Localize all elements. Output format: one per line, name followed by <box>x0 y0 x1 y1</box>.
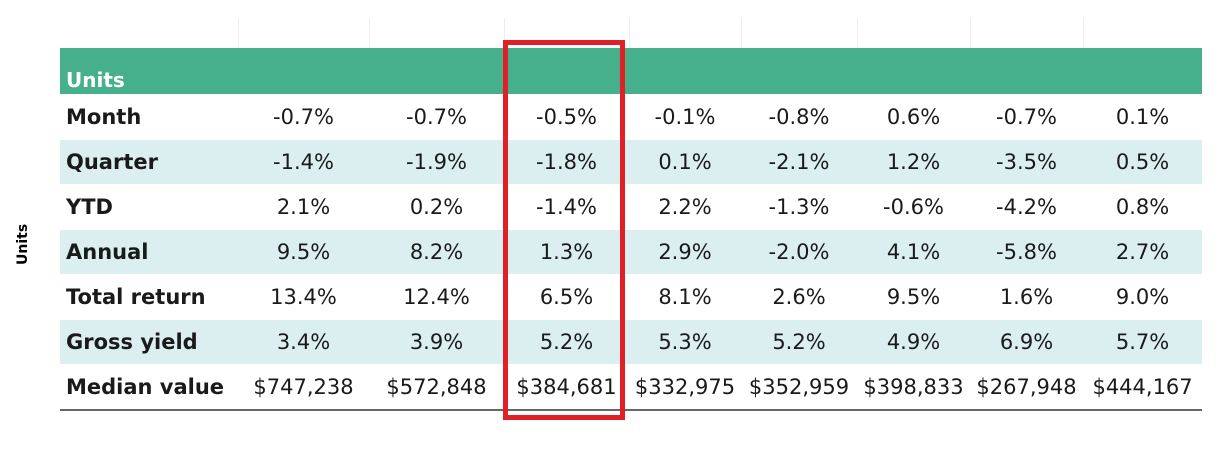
table-cell: $747,238 <box>238 364 369 411</box>
column-highlight-box <box>503 40 625 420</box>
table-cell: 2.1% <box>238 184 369 230</box>
table-cell: $352,959 <box>741 364 857 411</box>
table-cell: 8.1% <box>629 274 741 320</box>
grid-tick <box>970 18 971 48</box>
table-cell: -1.8% <box>504 139 629 185</box>
grid-tick <box>857 18 858 48</box>
table-row: Quarter -1.4% -1.9% -1.8% 0.1% -2.1% 1.2% -3.5%… <box>60 139 1203 185</box>
table-cell: 5.2% <box>504 319 629 365</box>
table-cell: $384,681 <box>504 364 629 411</box>
table-row: Gross yield 3.4% 3.9% 5.2% 5.3% 5.2% 4.9% 6.9% 5… <box>60 319 1203 365</box>
row-label: Month <box>60 94 238 140</box>
table-cell: $332,975 <box>629 364 741 411</box>
row-label: Annual <box>60 229 238 275</box>
table-cell: $398,833 <box>857 364 970 411</box>
header-grid-strip <box>60 18 1202 48</box>
table-cell: 0.6% <box>857 94 970 140</box>
table-cell: -0.7% <box>238 94 369 140</box>
table-cell: 4.1% <box>857 229 970 275</box>
table-cell: $444,167 <box>1083 364 1203 411</box>
table-cell: 2.9% <box>629 229 741 275</box>
table-cell: -1.4% <box>504 184 629 230</box>
table-cell: -1.4% <box>238 139 369 185</box>
table-cell: 3.9% <box>369 319 504 365</box>
table-cell: 12.4% <box>369 274 504 320</box>
row-label: YTD <box>60 184 238 230</box>
table-row: Annual 9.5% 8.2% 1.3% 2.9% -2.0% 4.1% -5.8% 2.7% <box>60 229 1203 275</box>
table-cell: 0.8% <box>1083 184 1203 230</box>
table-cell: -1.3% <box>741 184 857 230</box>
table-cell: -1.9% <box>369 139 504 185</box>
table-cell: -0.5% <box>504 94 629 140</box>
table-cell: 4.9% <box>857 319 970 365</box>
grid-tick <box>238 18 239 48</box>
units-table: Units Month -0.7% -0.7% -0.5% -0.1% -0.8% 0.6%… <box>60 48 1203 411</box>
table-row: Month -0.7% -0.7% -0.5% -0.1% -0.8% 0.6% -0.7% 0… <box>60 94 1203 140</box>
table-cell: 5.3% <box>629 319 741 365</box>
table-cell: 0.5% <box>1083 139 1203 185</box>
table-cell: -0.7% <box>970 94 1083 140</box>
table-cell: 8.2% <box>369 229 504 275</box>
table-cell: $572,848 <box>369 364 504 411</box>
table-cell: 5.7% <box>1083 319 1203 365</box>
table-cell: 2.7% <box>1083 229 1203 275</box>
grid-tick <box>741 18 742 48</box>
table-row: Median value $747,238 $572,848 $384,681 $332… <box>60 364 1203 411</box>
table-cell: 6.9% <box>970 319 1083 365</box>
table-cell: 3.4% <box>238 319 369 365</box>
table-cell: 9.5% <box>238 229 369 275</box>
table-cell: 0.2% <box>369 184 504 230</box>
table-cell: -0.1% <box>629 94 741 140</box>
table-cell: -2.1% <box>741 139 857 185</box>
grid-tick <box>1083 18 1084 48</box>
table-row: Total return 13.4% 12.4% 6.5% 8.1% 2.6% 9.5% 1.… <box>60 274 1203 320</box>
table-cell: -4.2% <box>970 184 1083 230</box>
row-label: Quarter <box>60 139 238 185</box>
table-cell: -2.0% <box>741 229 857 275</box>
table-row: YTD 2.1% 0.2% -1.4% 2.2% -1.3% -0.6% -4.2% 0.8% <box>60 184 1203 230</box>
table-cell: 2.6% <box>741 274 857 320</box>
table-cell: 6.5% <box>504 274 629 320</box>
table-cell: -0.8% <box>741 94 857 140</box>
table-cell: 9.0% <box>1083 274 1203 320</box>
table-cell: 9.5% <box>857 274 970 320</box>
grid-tick <box>629 18 630 48</box>
row-label: Gross yield <box>60 319 238 365</box>
table-cell: 1.6% <box>970 274 1083 320</box>
table-cell: -5.8% <box>970 229 1083 275</box>
grid-tick <box>369 18 370 48</box>
table-cell: 0.1% <box>629 139 741 185</box>
row-label: Total return <box>60 274 238 320</box>
table-cell: 1.2% <box>857 139 970 185</box>
section-header-row: Units <box>60 48 1203 95</box>
side-axis-label: Units <box>15 223 31 265</box>
grid-tick <box>504 18 505 48</box>
section-title: Units <box>60 48 1203 95</box>
table-cell: 13.4% <box>238 274 369 320</box>
table-cell: $267,948 <box>970 364 1083 411</box>
table-cell: 2.2% <box>629 184 741 230</box>
table-cell: -0.7% <box>369 94 504 140</box>
table-cell: 0.1% <box>1083 94 1203 140</box>
table-cell: -3.5% <box>970 139 1083 185</box>
table-cell: 1.3% <box>504 229 629 275</box>
row-label: Median value <box>60 364 238 411</box>
table-cell: 5.2% <box>741 319 857 365</box>
table-cell: -0.6% <box>857 184 970 230</box>
